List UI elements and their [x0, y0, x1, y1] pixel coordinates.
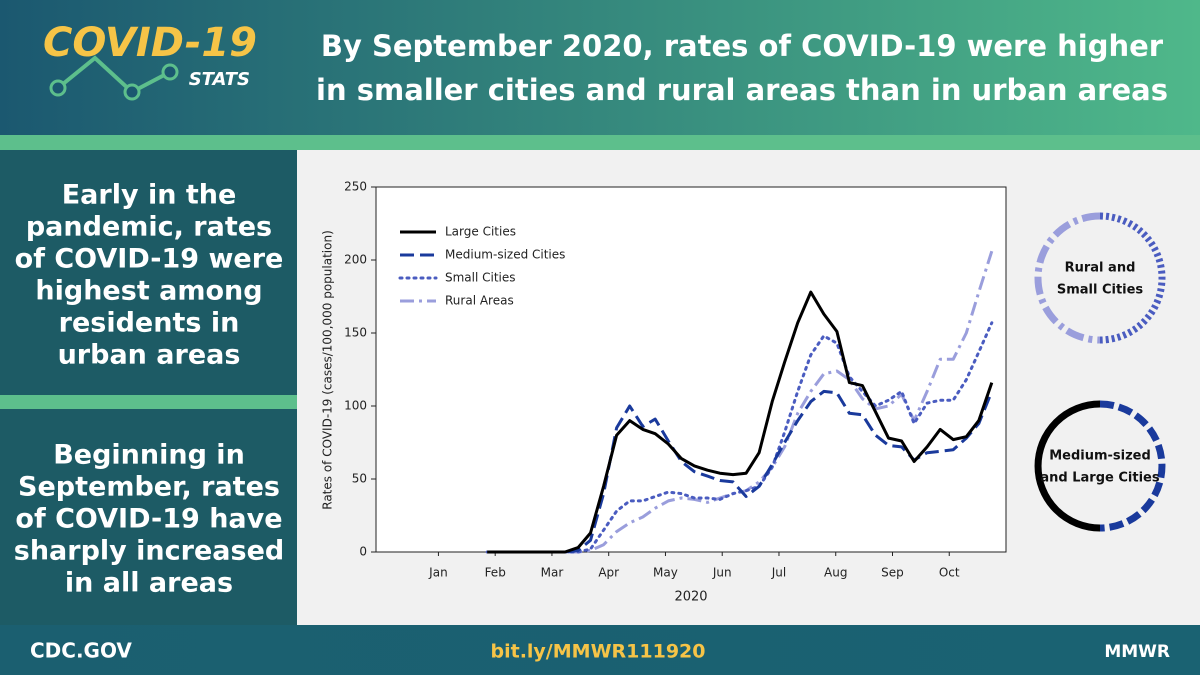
- panel-divider: [0, 395, 297, 409]
- legend-label: Medium-sized Cities: [445, 248, 565, 262]
- callout-text: Rural and: [1065, 261, 1136, 276]
- title-line: By September 2020, rates of COVID-19 wer…: [321, 29, 1164, 63]
- logo-dot: [161, 63, 179, 81]
- callout-ring: [1034, 212, 1101, 344]
- header-band: [0, 0, 1200, 135]
- x-axis-label: 2020: [674, 590, 707, 605]
- y-tick-label: 100: [344, 399, 367, 413]
- panel-line: Early in the: [62, 180, 237, 211]
- y-axis-label: Rates of COVID-19 (cases/100,000 populat…: [321, 230, 335, 510]
- legend-label: Small Cities: [445, 271, 516, 285]
- title-line: in smaller cities and rural areas than i…: [316, 73, 1168, 107]
- footer-right: MMWR: [1104, 642, 1170, 662]
- callout-ring: [1099, 212, 1166, 344]
- panel-line: Beginning in: [53, 440, 245, 471]
- plot-frame: [375, 186, 1007, 553]
- x-tick-label: Feb: [485, 566, 506, 580]
- x-tick-label: Aug: [824, 566, 847, 580]
- y-tick-label: 250: [344, 180, 367, 194]
- x-tick-label: Jun: [712, 566, 732, 580]
- panel-line: of COVID-19 have: [15, 504, 282, 535]
- panel-line: highest among: [35, 276, 262, 307]
- x-tick-label: May: [653, 566, 678, 580]
- x-tick-label: Oct: [939, 566, 960, 580]
- y-tick-label: 50: [352, 472, 367, 486]
- header-strip: [0, 135, 1200, 150]
- callout-text: Medium-sized: [1049, 449, 1151, 464]
- footer-link: bit.ly/MMWR111920: [491, 641, 706, 663]
- callout-text: Small Cities: [1057, 283, 1144, 298]
- y-tick-label: 200: [344, 253, 367, 267]
- logo-dot: [49, 79, 67, 97]
- panel-line: of COVID-19 were: [15, 244, 284, 275]
- panel-line: residents in: [59, 308, 240, 339]
- panel-line: urban areas: [58, 340, 241, 371]
- callout-ring: [1099, 400, 1166, 532]
- series-line: [487, 290, 994, 554]
- x-tick-label: Sep: [881, 566, 904, 580]
- panel-line: September, rates: [18, 472, 280, 503]
- x-tick-label: Apr: [598, 566, 619, 580]
- legend-label: Rural Areas: [445, 294, 514, 308]
- panel-line: sharply increased: [14, 536, 284, 567]
- logo-line: [56, 55, 171, 95]
- x-tick-label: Jul: [771, 566, 786, 580]
- left-panel: [0, 150, 297, 625]
- legend-label: Large Cities: [445, 225, 516, 239]
- footer-band: [0, 625, 1200, 675]
- x-tick-label: Mar: [541, 566, 564, 580]
- x-tick-label: Jan: [428, 566, 448, 580]
- y-tick-label: 150: [344, 326, 367, 340]
- callout-text: and Large Cities: [1040, 471, 1159, 486]
- footer-left: CDC.GOV: [30, 639, 132, 663]
- y-tick-label: 0: [359, 545, 367, 559]
- logo-title: COVID-19: [43, 20, 257, 66]
- callout-ring: [1034, 400, 1101, 532]
- logo: COVID-19 STATS: [43, 20, 257, 101]
- panel-line: pandemic, rates: [26, 212, 272, 243]
- logo-subtitle: STATS: [189, 69, 250, 90]
- logo-dot: [123, 83, 141, 101]
- panel-line: in all areas: [65, 568, 233, 599]
